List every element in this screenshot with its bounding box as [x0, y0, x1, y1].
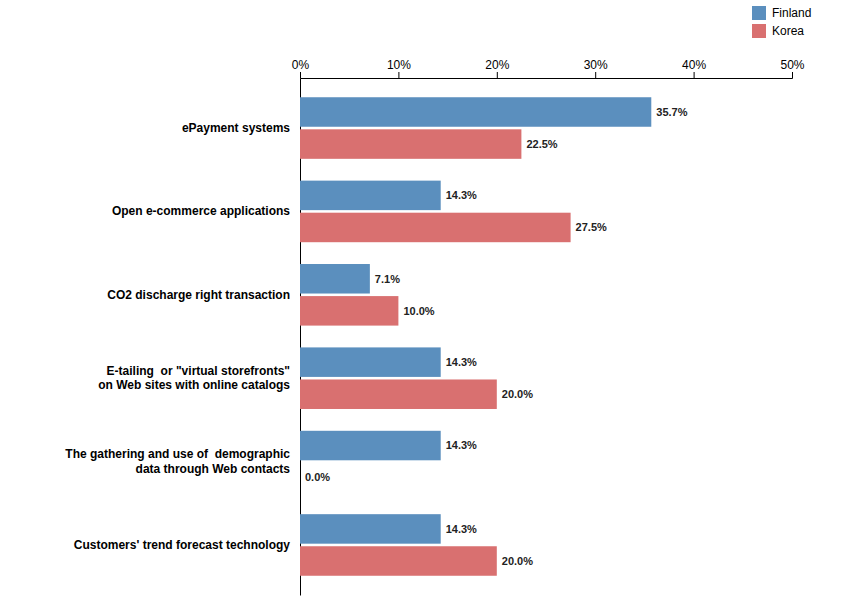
bar: [300, 463, 301, 493]
data-label: 20.0%: [502, 555, 533, 567]
x-tick: 40%: [682, 58, 706, 78]
category-label-line: data through Web contacts: [136, 462, 291, 476]
y-axis: ePayment systems Open e-commerce applicat…: [65, 79, 300, 596]
bar: [300, 379, 497, 409]
x-tick: 50%: [780, 58, 804, 78]
x-tick-mark: [398, 72, 399, 78]
x-axis-line: [301, 72, 793, 79]
legend-item: Korea: [752, 24, 804, 38]
legend-label: Finland: [772, 6, 811, 20]
x-tick-label: 30%: [584, 58, 608, 72]
legend-swatch: [752, 6, 766, 20]
bar: [300, 296, 398, 326]
y-tick: E-tailing or "virtual storefronts"on Web…: [98, 364, 290, 392]
x-tick-mark: [497, 72, 498, 78]
category-label: CO2 discharge right transaction: [107, 288, 290, 302]
bar: [300, 181, 441, 211]
data-label: 10.0%: [403, 305, 434, 317]
category-label-line: The gathering and use of demographic: [65, 447, 290, 461]
x-tick-label: 10%: [387, 58, 411, 72]
bar: [300, 213, 571, 243]
x-tick-mark: [694, 72, 695, 78]
bars: [300, 97, 651, 576]
category-label: E-tailing or "virtual storefronts"on Web…: [98, 364, 290, 392]
x-tick: 0%: [292, 58, 310, 78]
y-tick: ePayment systems: [182, 121, 290, 135]
data-label: 14.3%: [446, 439, 477, 451]
x-tick-label: 0%: [292, 58, 310, 72]
data-label: 14.3%: [446, 189, 477, 201]
data-label: 35.7%: [656, 106, 687, 118]
x-tick: 20%: [485, 58, 509, 78]
data-label: 22.5%: [526, 138, 557, 150]
x-tick-label: 20%: [485, 58, 509, 72]
category-label: Open e-commerce applications: [112, 204, 290, 218]
bar: [300, 129, 521, 159]
x-axis: 0% 10% 20% 30% 40% 50%: [292, 58, 805, 79]
chart: 0% 10% 20% 30% 40% 50% ePayment systems Open e-…: [0, 0, 852, 615]
bar: [300, 264, 370, 294]
data-label: 0.0%: [305, 471, 330, 483]
bar: [300, 97, 651, 127]
x-tick-mark: [595, 72, 596, 78]
bar: [300, 546, 497, 576]
data-label: 14.3%: [446, 523, 477, 535]
bar: [300, 514, 441, 544]
legend-label: Korea: [772, 24, 804, 38]
category-label: ePayment systems: [182, 121, 290, 135]
category-label: The gathering and use of demographicdata…: [65, 447, 290, 475]
x-tick-mark: [300, 72, 301, 78]
plot: 0% 10% 20% 30% 40% 50% ePayment systems Open e-…: [65, 58, 805, 596]
category-label-line: E-tailing or "virtual storefronts": [107, 364, 290, 378]
y-tick: The gathering and use of demographicdata…: [65, 447, 290, 475]
x-tick: 30%: [584, 58, 608, 78]
x-tick-label: 50%: [780, 58, 804, 72]
data-label: 27.5%: [576, 221, 607, 233]
category-label-line: on Web sites with online catalogs: [98, 378, 290, 392]
x-tick-mark: [792, 72, 793, 78]
legend-item: Finland: [752, 6, 811, 20]
data-label: 7.1%: [375, 273, 400, 285]
bar: [300, 347, 441, 377]
y-tick: CO2 discharge right transaction: [107, 288, 290, 302]
y-tick: Open e-commerce applications: [112, 204, 290, 218]
x-tick-label: 40%: [682, 58, 706, 72]
bar: [300, 431, 441, 461]
y-tick: Customers' trend forecast technology: [74, 538, 291, 552]
data-label: 14.3%: [446, 356, 477, 368]
x-tick: 10%: [387, 58, 411, 78]
legend: Finland Korea: [752, 6, 811, 38]
category-label: Customers' trend forecast technology: [74, 538, 291, 552]
data-labels: 35.7% 14.3% 7.1% 14.3% 14.3% 14.3% 22.5% 27.5% 1…: [305, 106, 688, 567]
data-label: 20.0%: [502, 388, 533, 400]
legend-swatch: [752, 24, 766, 38]
